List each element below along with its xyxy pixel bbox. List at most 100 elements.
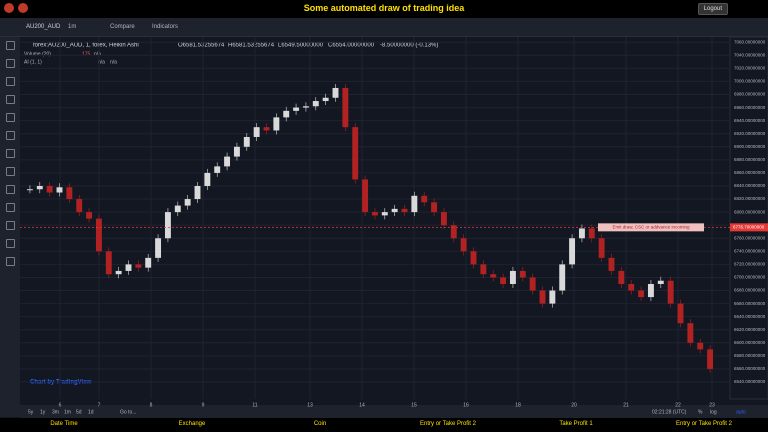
bottom-time[interactable]: 02:21:28 (UTC) — [652, 409, 687, 415]
candle-body — [362, 179, 369, 213]
candle — [263, 123, 270, 135]
tool[interactable] — [6, 167, 15, 176]
candle — [66, 183, 73, 204]
price-axis — [729, 37, 768, 400]
candle — [273, 113, 280, 135]
candle-body — [598, 238, 605, 258]
candle — [204, 168, 211, 190]
x-tick-label: 15 — [411, 402, 417, 408]
x-tick-label: 11 — [252, 402, 257, 408]
footer-tab[interactable]: Take Profit 1 — [559, 421, 593, 427]
candle-body — [263, 127, 270, 131]
y-tick-label: 6800.00000000 — [734, 209, 766, 214]
range-button[interactable]: 1m — [64, 409, 71, 415]
bottom-log[interactable]: log — [710, 409, 717, 415]
tool[interactable] — [6, 95, 15, 104]
candle — [184, 195, 191, 210]
tool[interactable] — [6, 41, 15, 50]
bottom-percent[interactable]: % — [698, 409, 703, 415]
candle-body — [204, 172, 211, 186]
y-tick-label: 7000.00000000 — [734, 79, 766, 84]
indicators[interactable]: Indicators — [152, 24, 179, 30]
candle — [253, 123, 260, 141]
candle — [26, 185, 33, 194]
candle — [302, 102, 309, 112]
candle-body — [194, 185, 201, 200]
tool[interactable] — [6, 239, 15, 248]
candle — [342, 83, 349, 132]
y-tick-label: 6980.00000000 — [734, 92, 766, 97]
candle — [411, 191, 418, 217]
candle-body — [332, 87, 339, 98]
candle — [243, 132, 250, 151]
y-tick-label: 6620.00000000 — [734, 327, 766, 332]
candle-body — [687, 323, 694, 343]
candle — [588, 224, 595, 243]
legend-open: O6581.53255674 — [178, 43, 225, 49]
footer-tab[interactable]: Exchange — [178, 421, 206, 427]
x-tick-label: 13 — [307, 402, 313, 408]
watermark: Chart by TradingView — [30, 380, 92, 386]
candle — [312, 97, 319, 111]
x-tick-label: 23 — [709, 402, 715, 408]
footer-tab[interactable]: Date Time — [50, 421, 78, 427]
range-button[interactable]: 3m — [52, 409, 59, 415]
bottom-auto[interactable]: auto — [736, 409, 746, 415]
tool[interactable] — [6, 59, 15, 68]
interval[interactable]: 1m — [68, 24, 77, 30]
candle — [293, 103, 300, 115]
candle-body — [273, 117, 280, 131]
candle-body — [155, 238, 162, 258]
bottom-goto[interactable]: Go to... — [120, 409, 136, 415]
tool[interactable] — [6, 77, 15, 86]
tool[interactable] — [6, 203, 15, 212]
x-tick-label: 22 — [675, 402, 681, 408]
candle — [381, 208, 388, 220]
candle — [657, 276, 664, 288]
price-tag — [730, 223, 768, 232]
candle-body — [293, 107, 300, 111]
candle — [322, 93, 329, 106]
footer-tab[interactable]: Coin — [313, 421, 327, 427]
menu-icon[interactable] — [4, 3, 14, 13]
range-button[interactable]: 1d — [88, 409, 94, 415]
tool[interactable] — [6, 257, 15, 266]
candle-body — [440, 212, 447, 226]
range-button[interactable]: 1y — [40, 409, 46, 415]
symbol[interactable]: AU200_AUD — [26, 24, 61, 30]
candle — [86, 208, 93, 223]
tool[interactable] — [6, 149, 15, 158]
menu-icon[interactable] — [18, 3, 28, 13]
candle-body — [26, 189, 33, 191]
toolbar: AU200_AUD 1m Compare Indicators — [0, 18, 768, 37]
bottom-bar — [20, 405, 768, 418]
tool[interactable] — [6, 113, 15, 122]
candle-body — [519, 270, 526, 278]
candle-body — [283, 110, 290, 118]
candle-body — [243, 136, 250, 147]
compare[interactable]: Compare — [110, 24, 135, 30]
y-tick-label: 6540.00000000 — [734, 379, 766, 384]
candle — [569, 234, 576, 269]
footer-tab[interactable]: Entry or Take Profit 2 — [676, 421, 732, 427]
candle-body — [450, 225, 457, 239]
tool[interactable] — [6, 221, 15, 230]
range-button[interactable]: 5d — [76, 409, 82, 415]
candle — [194, 181, 201, 204]
footer-tab[interactable]: Entry or Take Profit 2 — [420, 421, 476, 427]
candle-body — [657, 280, 664, 284]
candle-body — [312, 101, 319, 107]
candle-body — [529, 277, 536, 291]
candle-body — [371, 212, 378, 216]
candle — [352, 123, 359, 184]
logout-button[interactable]: Logout — [697, 3, 728, 15]
price-tag-label: 6776.70000000 — [733, 225, 765, 230]
candle-body — [145, 257, 152, 268]
candle-body — [164, 212, 171, 239]
annotation: Emit draw, CSC or addvance incoming — [612, 225, 690, 230]
tool[interactable] — [6, 131, 15, 140]
candle-body — [460, 238, 467, 252]
candle — [618, 266, 625, 288]
range-button[interactable]: 5y — [28, 409, 34, 415]
tool[interactable] — [6, 185, 15, 194]
